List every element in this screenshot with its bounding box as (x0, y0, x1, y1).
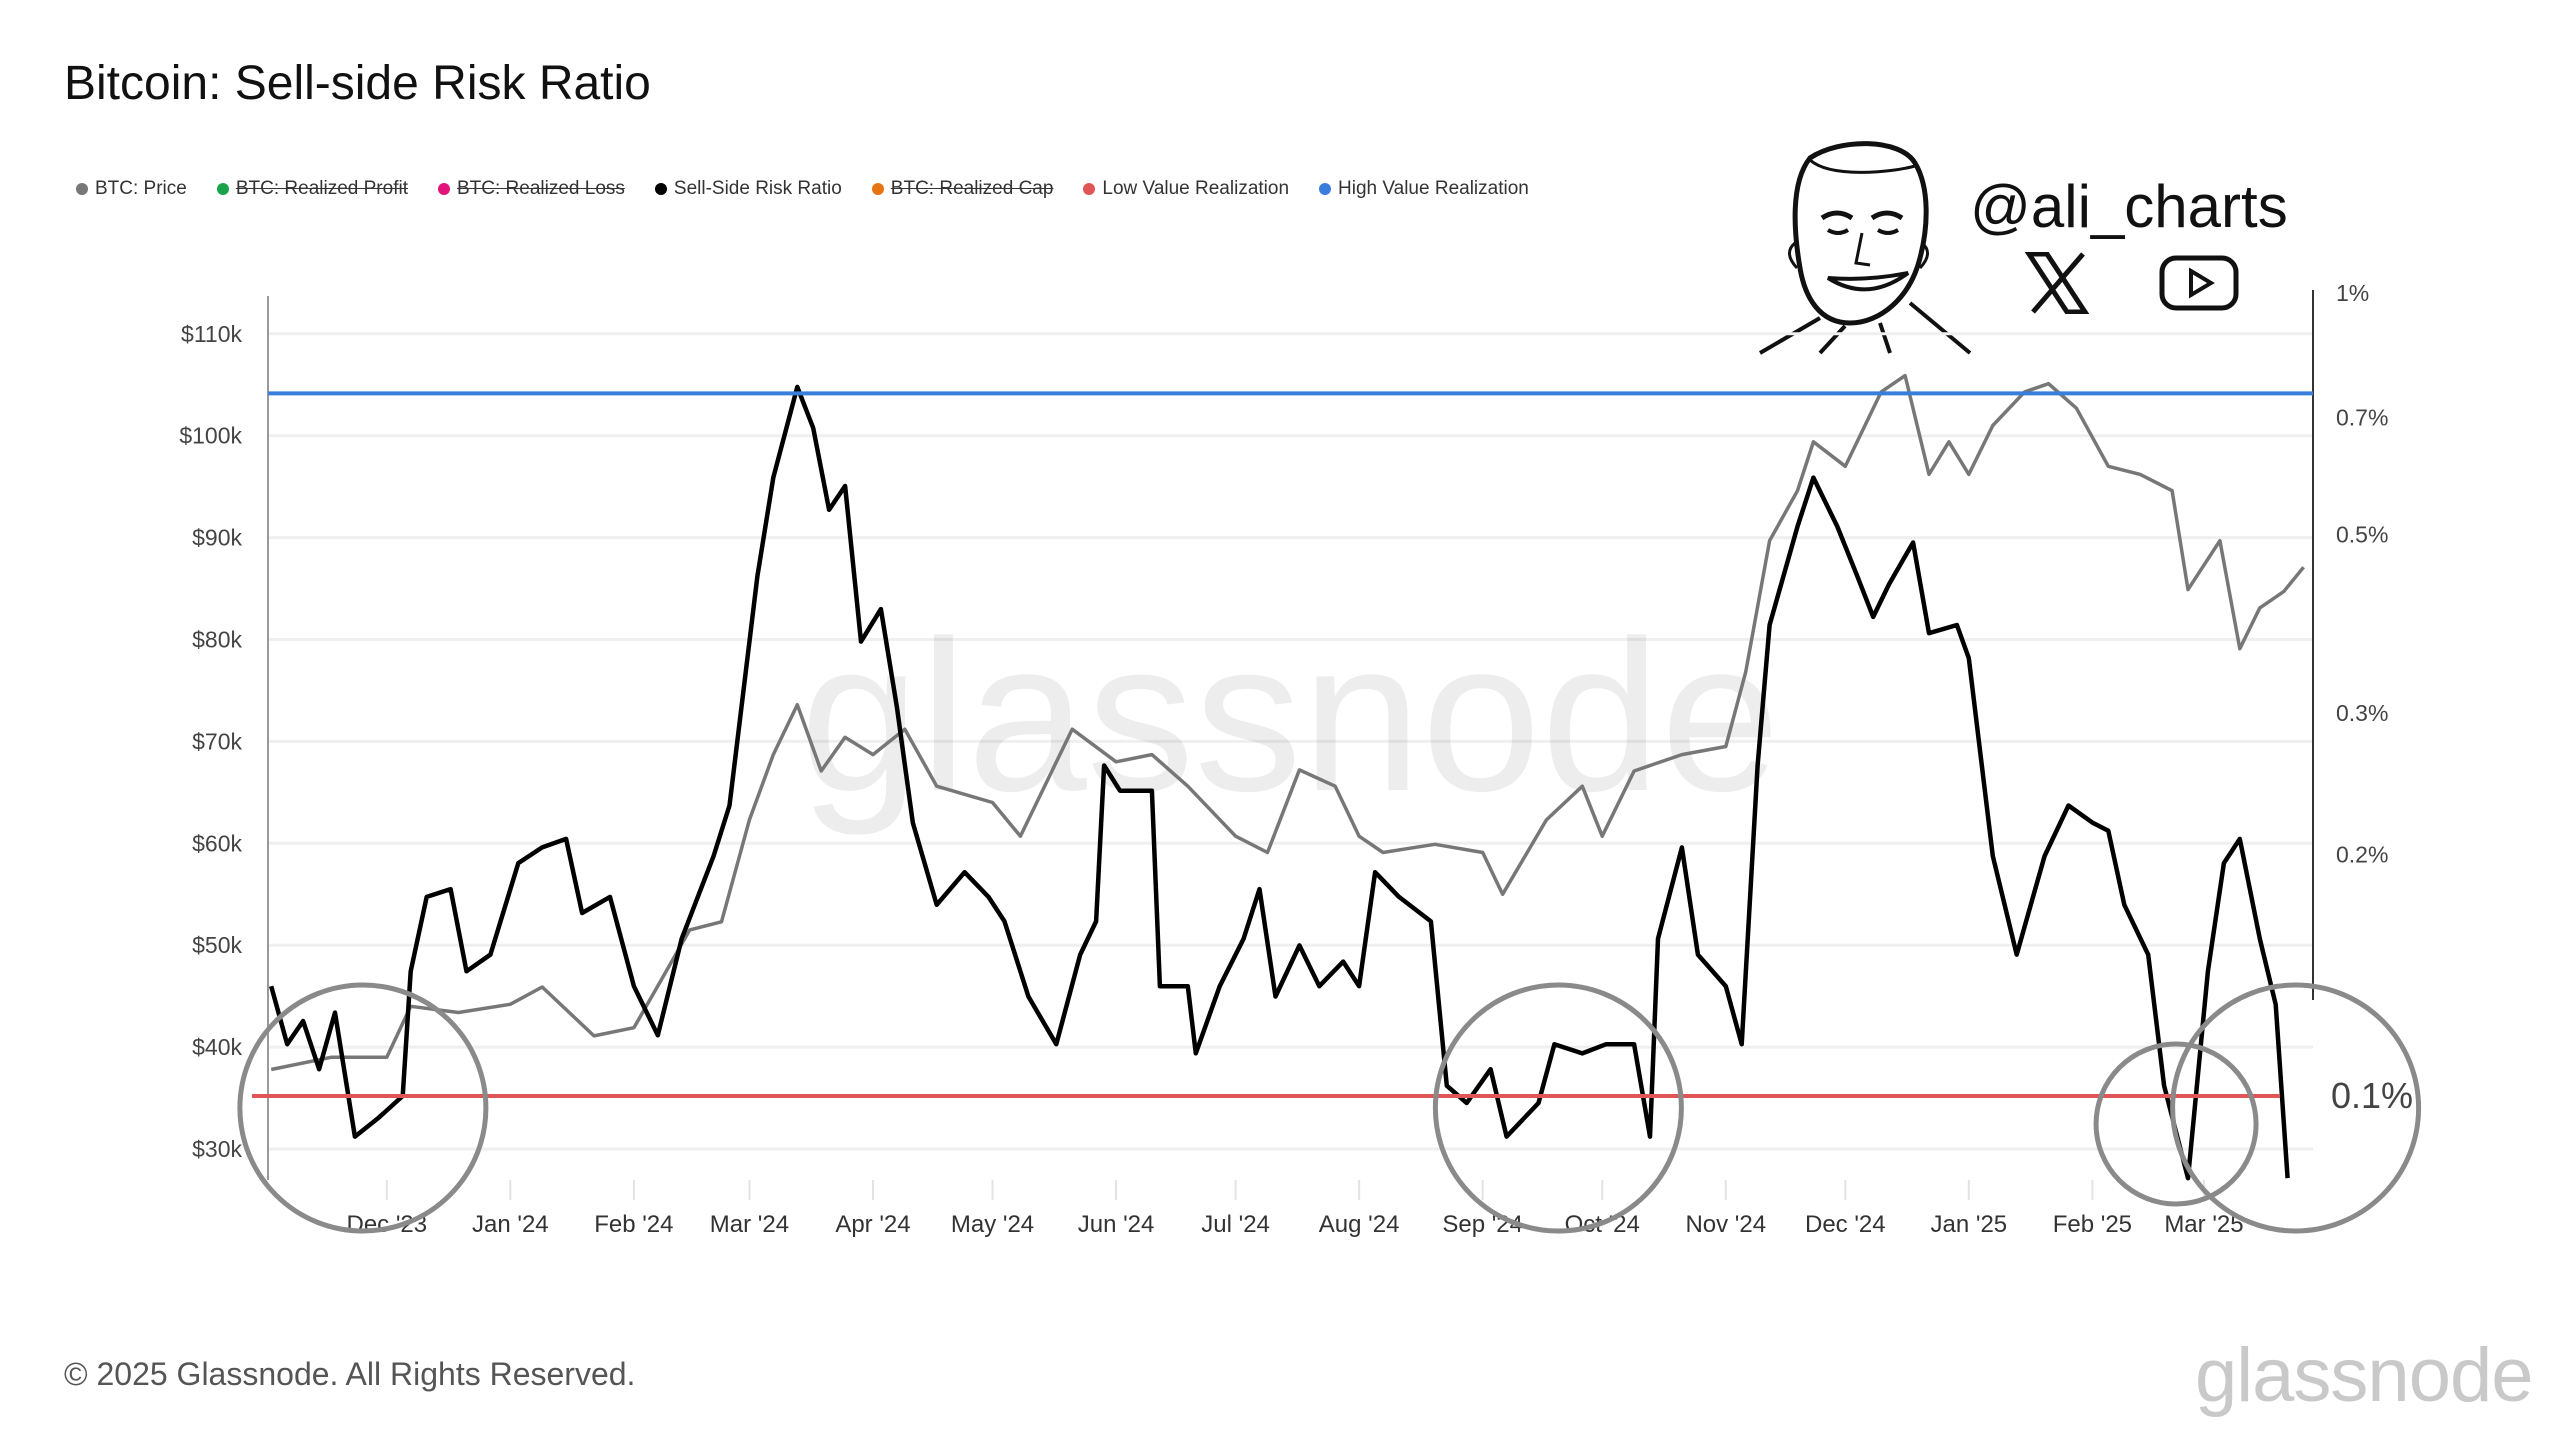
y-left-tick-label: $60k (192, 830, 242, 856)
legend-dot-icon (1083, 183, 1096, 195)
legend-dot-icon (654, 183, 667, 195)
sell-side-risk-ratio-line (269, 384, 2290, 1181)
legend-item[interactable]: Sell-Side Risk Ratio (654, 178, 842, 200)
highlight-circle (1432, 982, 1684, 1234)
legend-label: Sell-Side Risk Ratio (673, 178, 842, 199)
legend-label: BTC: Realized Loss (456, 178, 625, 199)
y-left-tick-label: $90k (192, 525, 242, 551)
glassnode-logo: glassnode (2195, 1333, 2533, 1418)
legend-label: Low Value Realization (1102, 178, 1290, 199)
social-icons (2025, 252, 2239, 314)
y-right-tick-label: 0.2% (2336, 841, 2388, 867)
magnified-tick-label: 0.1% (2331, 1075, 2413, 1116)
x-tick-label: Nov '24 (1685, 1211, 1766, 1238)
y-left-tick-label: $110k (181, 321, 242, 347)
legend-dot-icon (871, 183, 884, 195)
y-left-tick-label: $100k (179, 423, 242, 449)
legend-label: High Value Realization (1338, 178, 1529, 199)
x-logo-icon[interactable] (2025, 252, 2089, 314)
legend-item[interactable]: BTC: Price (76, 178, 187, 200)
y-left-tick-label: $50k (192, 932, 242, 958)
highlight-circle (237, 982, 489, 1234)
x-tick-label: Dec '23 (346, 1211, 427, 1238)
x-tick-label: Jul '24 (1201, 1211, 1270, 1238)
y-right-tick-label: 0.5% (2336, 522, 2388, 548)
x-tick-label: Aug '24 (1319, 1211, 1400, 1238)
page-title: Bitcoin: Sell-side Risk Ratio (64, 57, 651, 110)
x-tick-label: Apr '24 (835, 1211, 910, 1238)
youtube-icon[interactable] (2159, 255, 2239, 311)
x-tick-label: Jan '24 (472, 1211, 549, 1238)
btc-price-line (270, 373, 2305, 1072)
y-left-tick-label: $40k (192, 1034, 242, 1060)
x-tick-label: Dec '24 (1805, 1211, 1886, 1238)
watermark: glassnode (800, 595, 1780, 836)
y-left-tick-label: $80k (192, 627, 242, 653)
legend-item[interactable]: High Value Realization (1319, 178, 1529, 200)
legend-label: BTC: Realized Cap (890, 178, 1054, 199)
x-tick-label: Sep '24 (1442, 1211, 1523, 1238)
legend-dot-icon (76, 183, 88, 195)
highlight-circle (2093, 1041, 2259, 1207)
legend-label: BTC: Realized Profit (235, 178, 408, 199)
y-right-tick-label: 1% (2336, 280, 2369, 306)
y-left-tick-label: $30k (192, 1136, 242, 1162)
brand-handle: @ali_charts (1970, 173, 2288, 240)
copyright: © 2025 Glassnode. All Rights Reserved. (64, 1356, 636, 1392)
y-left-tick-label: $70k (192, 728, 242, 754)
y-right-tick-label: 0.7% (2336, 404, 2388, 430)
legend-dot-icon (216, 183, 229, 195)
x-tick-label: May '24 (951, 1211, 1034, 1238)
legend-dot-icon (1319, 183, 1332, 195)
x-tick-label: Jun '24 (1078, 1211, 1155, 1238)
y-right-tick-label: 0.3% (2336, 700, 2388, 726)
legend-item[interactable]: BTC: Realized Profit (216, 178, 408, 200)
x-tick-label: Mar '25 (2164, 1211, 2243, 1238)
legend-dot-icon (437, 183, 450, 195)
x-tick-label: Jan '25 (1931, 1211, 2008, 1238)
legend-item[interactable]: Low Value Realization (1083, 178, 1289, 200)
x-tick-label: Feb '24 (594, 1211, 673, 1238)
x-tick-label: Mar '24 (710, 1211, 789, 1238)
x-tick-label: Feb '25 (2053, 1211, 2132, 1238)
legend-item[interactable]: BTC: Realized Loss (437, 178, 625, 200)
avatar-sketch-icon (1758, 141, 1972, 355)
legend-item[interactable]: BTC: Realized Cap (871, 178, 1054, 200)
legend-label: BTC: Price (95, 178, 187, 199)
highlight-circle (2170, 982, 2422, 1234)
legend: BTC: Price BTC: Realized Profit BTC: Reali… (76, 178, 1529, 200)
